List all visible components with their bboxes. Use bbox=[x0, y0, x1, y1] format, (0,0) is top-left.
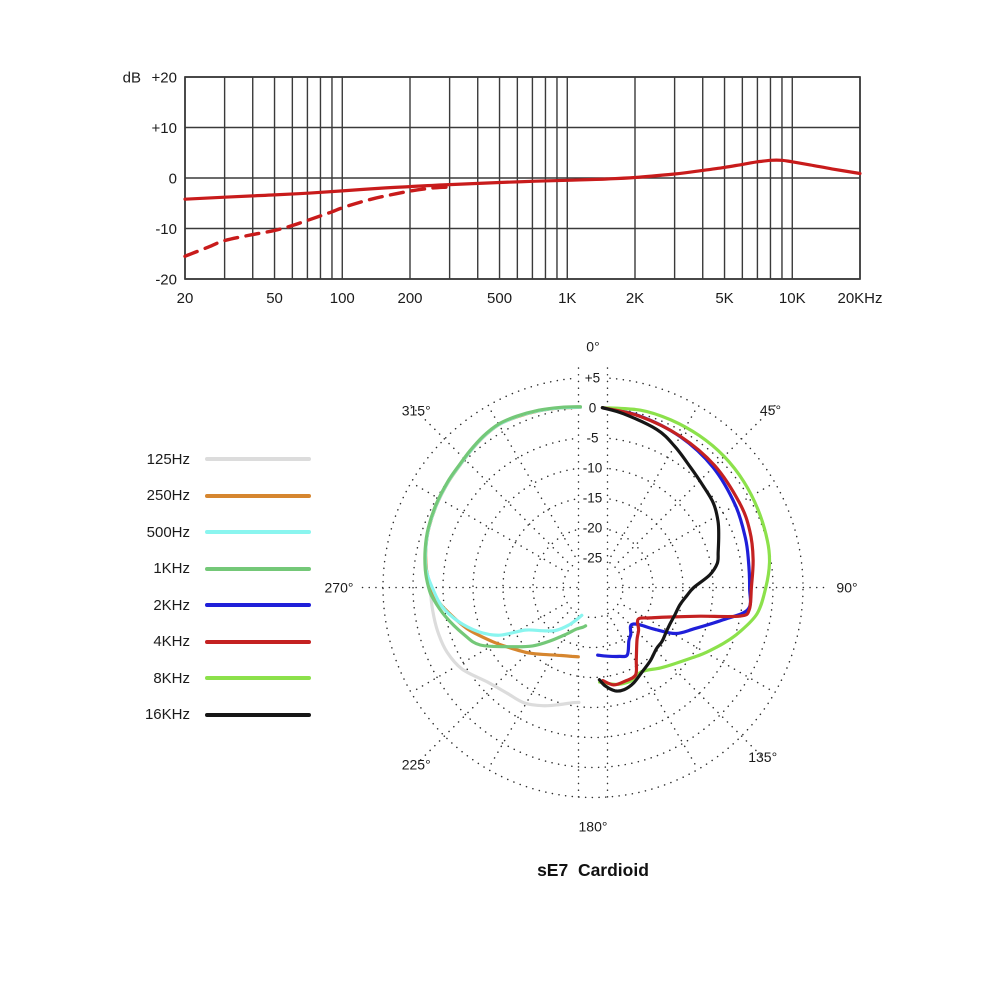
polar-db-label: 0 bbox=[589, 400, 597, 415]
legend-swatch bbox=[205, 639, 311, 644]
legend-item: 125Hz bbox=[128, 449, 311, 469]
legend-swatch bbox=[205, 457, 311, 461]
polar-angle-label: 180° bbox=[579, 819, 608, 835]
freq-x-tick-label: 200 bbox=[397, 290, 422, 307]
legend-item: 8KHz bbox=[128, 668, 311, 688]
freq-y-tick-label: 0 bbox=[169, 170, 177, 187]
freq-x-tick-label: 500 bbox=[487, 290, 512, 307]
polar-radial-line bbox=[610, 404, 699, 558]
freq-y-tick-label: -20 bbox=[155, 271, 177, 288]
freq-curve-low-frequency-rolloff bbox=[183, 185, 448, 258]
legend-item: 4KHz bbox=[128, 632, 311, 652]
legend-item: 2KHz bbox=[128, 595, 311, 615]
polar-radial-line bbox=[623, 604, 776, 694]
polar-db-label: -5 bbox=[586, 430, 598, 445]
freq-x-tick-label: 2K bbox=[626, 290, 644, 307]
polar-angle-label: 225° bbox=[402, 756, 431, 772]
legend-swatch bbox=[205, 530, 311, 534]
polar-radial-line bbox=[487, 617, 576, 771]
legend-label: 8KHz bbox=[153, 669, 190, 687]
polar-radial-line bbox=[487, 404, 576, 558]
freq-y-tick-label: +10 bbox=[152, 120, 177, 137]
polar-curve-16KHz bbox=[597, 406, 721, 693]
polar-angle-label: 90° bbox=[836, 580, 857, 596]
legend-label: 2KHz bbox=[153, 596, 190, 614]
polar-ring bbox=[382, 377, 804, 799]
polar-curve-8KHz bbox=[598, 406, 772, 687]
polar-radial-line bbox=[623, 481, 776, 571]
legend-item: 250Hz bbox=[128, 486, 311, 506]
freq-x-tick-label: 100 bbox=[330, 290, 355, 307]
polar-angle-label: 0° bbox=[586, 339, 599, 355]
polar-db-label: -25 bbox=[583, 550, 603, 565]
legend-item: 500Hz bbox=[128, 522, 311, 542]
polar-db-label: -15 bbox=[583, 490, 603, 505]
polar-ring bbox=[442, 437, 744, 739]
legend-swatch bbox=[205, 603, 311, 607]
polar-ring bbox=[472, 467, 714, 709]
polar-curve-4KHz bbox=[600, 406, 755, 687]
polar-radial-line bbox=[418, 612, 569, 763]
legend-label: 4KHz bbox=[153, 633, 190, 650]
polar-angle-label: 270° bbox=[325, 580, 354, 596]
legend-label: 125Hz bbox=[146, 450, 190, 468]
legend-item: 16KHz bbox=[128, 705, 311, 725]
freq-x-tick-label: 20 bbox=[177, 290, 194, 307]
polar-chart-title: sE7 Cardioid bbox=[537, 860, 649, 880]
legend-swatch bbox=[205, 493, 311, 498]
legend-item: 1KHz bbox=[128, 559, 311, 579]
legend-swatch bbox=[205, 566, 311, 571]
freq-y-tick-label: +20 bbox=[152, 69, 177, 86]
frequency-response-chart: +20 +10 0 -10 -20 dB 20 50 100 200 500 1K 2K 5K 10K 20K… bbox=[123, 69, 883, 307]
polar-curve-2KHz bbox=[596, 406, 753, 659]
legend-swatch bbox=[205, 712, 311, 717]
freq-y-tick-label: -10 bbox=[155, 221, 177, 238]
freq-curve-on-axis-response bbox=[183, 158, 862, 201]
polar-db-label: -20 bbox=[583, 520, 603, 535]
polar-curve-500Hz bbox=[423, 405, 584, 637]
polar-curve-1KHz bbox=[423, 405, 588, 649]
legend-label: 500Hz bbox=[146, 523, 190, 541]
polar-radial-line bbox=[617, 612, 768, 763]
polar-radial-line bbox=[617, 401, 780, 563]
freq-x-tick-label: 20KHz bbox=[837, 290, 882, 307]
polar-db-label: +5 bbox=[585, 370, 600, 385]
polar-radial-line bbox=[410, 604, 563, 694]
freq-x-tick-label: 1K bbox=[558, 290, 576, 307]
legend-label: 16KHz bbox=[144, 706, 190, 723]
legend-swatch bbox=[205, 676, 311, 680]
legend-label: 1KHz bbox=[153, 560, 190, 577]
polar-angle-label: 135° bbox=[748, 749, 777, 765]
polar-ring bbox=[562, 562, 624, 619]
polar-pattern-chart: +5 0 -5 -10 -15 -20 -25 0° 45° 90° 135° 180° 225° 270… bbox=[325, 339, 858, 835]
legend-label: 250Hz bbox=[146, 487, 190, 504]
polar-radial-line bbox=[406, 401, 569, 563]
freq-x-tick-label: 10K bbox=[779, 290, 806, 307]
polar-curve-125Hz bbox=[423, 405, 582, 708]
polar-angle-label: 315° bbox=[402, 403, 431, 419]
polar-angle-label: 45° bbox=[760, 402, 781, 418]
polar-radial-line bbox=[610, 617, 699, 771]
polar-db-label: -10 bbox=[583, 460, 603, 475]
polar-radial-line bbox=[410, 481, 563, 571]
freq-y-axis-unit: dB bbox=[123, 69, 141, 86]
freq-x-tick-label: 5K bbox=[715, 290, 733, 307]
freq-x-tick-label: 50 bbox=[266, 290, 283, 307]
